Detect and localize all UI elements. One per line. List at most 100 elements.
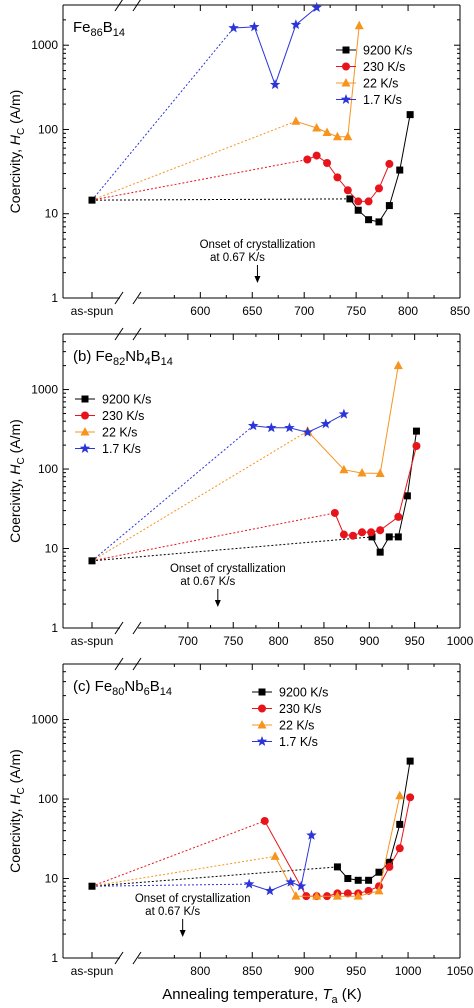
panel-title: (b) Fe82Nb4B14 [73,348,173,368]
data-point [354,197,363,206]
title-subscript: 14 [160,686,172,698]
title-subscript: 80 [112,686,124,698]
axis-break-mark [132,621,142,635]
title-subscript: 86 [91,27,103,39]
data-point [396,166,404,174]
axis-break-mark [132,291,142,305]
series-line [337,761,411,881]
data-point [269,79,281,90]
legend: 9200 K/s 230 K/s 22 K/s 1.7 K/s [252,686,328,749]
legend-label: 230 K/s [363,60,405,74]
data-point [338,408,350,419]
x-tick-label: 850 [314,634,334,648]
data-point [375,218,383,226]
data-point [385,202,393,210]
legend-marker [256,736,268,746]
x-tick-label: 800 [269,634,289,648]
y-axis-label: Coercivity, HC (A/m) [7,419,27,543]
y-tick-label: 10 [45,542,59,556]
series-230Ks [91,441,421,562]
dashed-connector [91,159,308,201]
legend-label: 22 K/s [363,77,398,91]
x-tick-label: 900 [294,964,314,978]
data-point [354,20,364,30]
data-point [333,173,342,182]
data-point [260,816,269,825]
x-tick-label: 900 [359,634,379,648]
series-line [307,365,399,474]
legend: 9200 K/s 230 K/s 22 K/s 1.7 K/s [75,393,151,456]
data-point [374,885,384,895]
y-axis-label-unit: (A/m) [7,90,23,128]
y-axis-label-symbol: H [7,464,23,475]
data-point [412,441,421,450]
data-point [264,885,276,896]
data-point [339,530,348,539]
axis-break-mark [132,951,142,965]
data-point [406,757,414,765]
legend-label: 230 K/s [102,409,144,423]
data-point [375,468,385,477]
data-point [374,184,383,193]
y-axis-label-text: Coercivity, [7,475,23,543]
data-point [332,131,342,141]
dashed-connector [91,820,265,887]
data-point [343,186,352,195]
data-point [343,889,352,898]
axis-break-mark [114,621,124,635]
dashed-connector [91,120,297,201]
x-tick-label: 750 [223,634,243,648]
onset-label: Onset of crystallization [135,893,251,905]
title-subscript: 14 [113,27,125,39]
data-point [291,891,301,900]
data-point [320,418,331,429]
title-text: (c) Fe [73,678,112,695]
y-tick-label: 1000 [31,713,58,727]
series-line [334,445,417,537]
data-point [364,197,373,206]
legend-label: 9200 K/s [102,393,151,407]
dashed-connector [91,198,350,201]
x-tick-label: 600 [190,304,210,318]
dashed-connector [91,430,308,562]
title-subscript: 14 [161,356,173,368]
as-spun-label: as-spun [71,304,114,318]
y-tick-label: 100 [38,122,58,136]
axis-break-mark [114,657,124,671]
y-axis-label: Coercivity, HC (A/m) [7,90,27,214]
panel-title: (c) Fe80Nb6B14 [73,678,172,698]
data-point [354,206,362,214]
onset-arrow-head [214,600,221,607]
x-axis-label-text: Annealing temperature, [162,986,322,1003]
series-line [371,431,417,554]
data-point [385,862,394,871]
data-point [357,468,367,477]
data-point [376,548,384,556]
legend-marker [81,411,89,420]
series-17Ks [91,408,350,562]
title-text: Nb [124,678,143,695]
data-point [291,116,301,125]
panel-2: 1 10 100 1000 800 850 900 950 1000 1050 as-spun (c)… [31,657,474,978]
data-point [354,876,362,884]
onset-arrow-head [254,276,261,283]
x-tick-label: 1050 [447,964,474,978]
data-point [348,531,357,540]
data-point [358,528,367,537]
x-axis-label-subscript: a [331,994,338,1006]
data-point [385,858,393,866]
data-point [365,216,373,224]
y-axis-label-subscript: C [16,787,27,794]
as-spun-label: as-spun [71,964,114,978]
legend-marker [80,427,90,436]
panel-title: Fe86B14 [73,19,125,39]
y-tick-label: 1000 [31,38,58,52]
data-point [333,863,341,871]
x-tick-label: 850 [450,304,470,318]
title-text: (b) Fe [73,348,113,365]
data-point [243,878,255,889]
legend-label: 9200 K/s [363,44,412,58]
title-text: B [151,348,161,365]
